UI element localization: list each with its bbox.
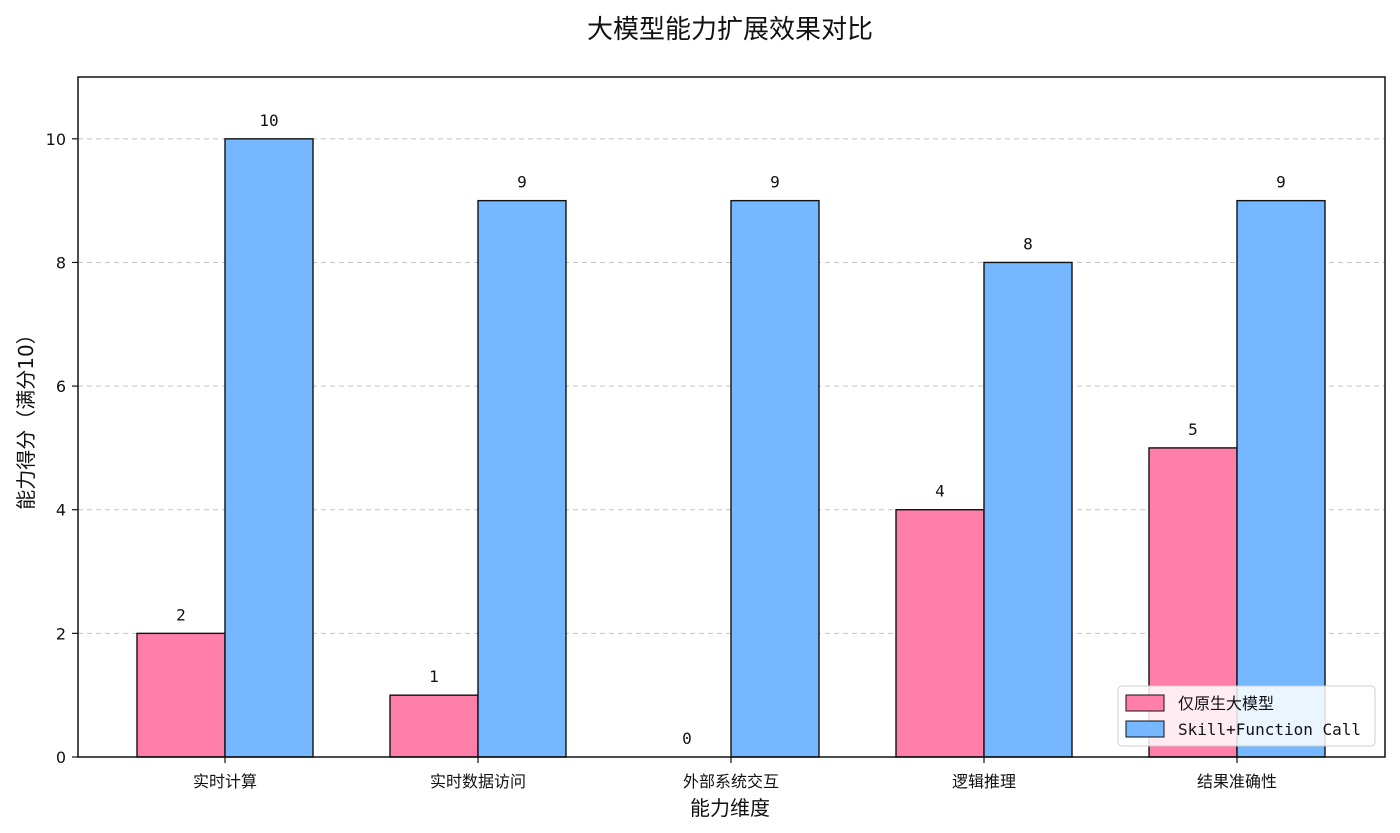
y-tick-label-4: 8 [56,253,66,272]
legend-swatch-skill [1125,720,1165,738]
x-tick-label-4: 结果准确性 [1197,772,1277,791]
y-tick-label-0: 0 [56,748,66,767]
y-tick-label-1: 2 [56,624,66,643]
chart-title: 大模型能力扩展效果对比 [587,15,873,45]
bar-skill-3 [983,261,1073,758]
legend: 仅原生大模型 Skill+Function Call [1117,685,1376,747]
bar-skill-4 [1236,199,1326,758]
value-label-native-1: 1 [429,667,439,686]
value-label-skill-3: 8 [1023,234,1033,253]
bar-marks [136,138,1326,758]
y-tick-label-2: 4 [56,501,66,520]
bar-skill-1 [477,199,567,758]
x-tick-label-1: 实时数据访问 [430,772,526,791]
bar-native-3 [895,509,985,758]
y-tick-label-5: 10 [46,130,66,149]
value-label-native-4: 5 [1188,420,1198,439]
x-axis-label: 能力维度 [690,796,770,820]
x-axis-ticks: 实时计算 实时数据访问 外部系统交互 逻辑推理 结果准确性 [193,757,1277,791]
value-label-native-2: 0 [682,729,692,748]
value-label-skill-0: 10 [259,111,278,130]
y-axis-ticks: 0 2 4 6 8 10 [46,130,78,767]
x-tick-label-0: 实时计算 [193,772,257,791]
bar-skill-2 [730,199,820,758]
legend-label-skill: Skill+Function Call [1178,720,1361,739]
x-tick-label-3: 逻辑推理 [952,772,1016,791]
bar-native-1 [389,694,479,758]
bar-native-0 [136,632,226,758]
y-axis-label: 能力得分（满分10） [14,324,38,509]
legend-label-native: 仅原生大模型 [1178,694,1274,713]
y-tick-label-3: 6 [56,377,66,396]
value-label-skill-2: 9 [770,173,780,192]
value-label-native-0: 2 [176,605,186,624]
value-label-native-3: 4 [935,482,945,501]
legend-swatch-native [1125,694,1165,712]
legend-box [1117,685,1376,747]
x-tick-label-2: 外部系统交互 [683,772,779,791]
value-label-skill-4: 9 [1276,173,1286,192]
value-label-skill-1: 9 [517,173,527,192]
bar-skill-0 [224,138,314,758]
value-labels: 2 10 1 9 0 9 4 8 5 9 [176,111,1286,748]
